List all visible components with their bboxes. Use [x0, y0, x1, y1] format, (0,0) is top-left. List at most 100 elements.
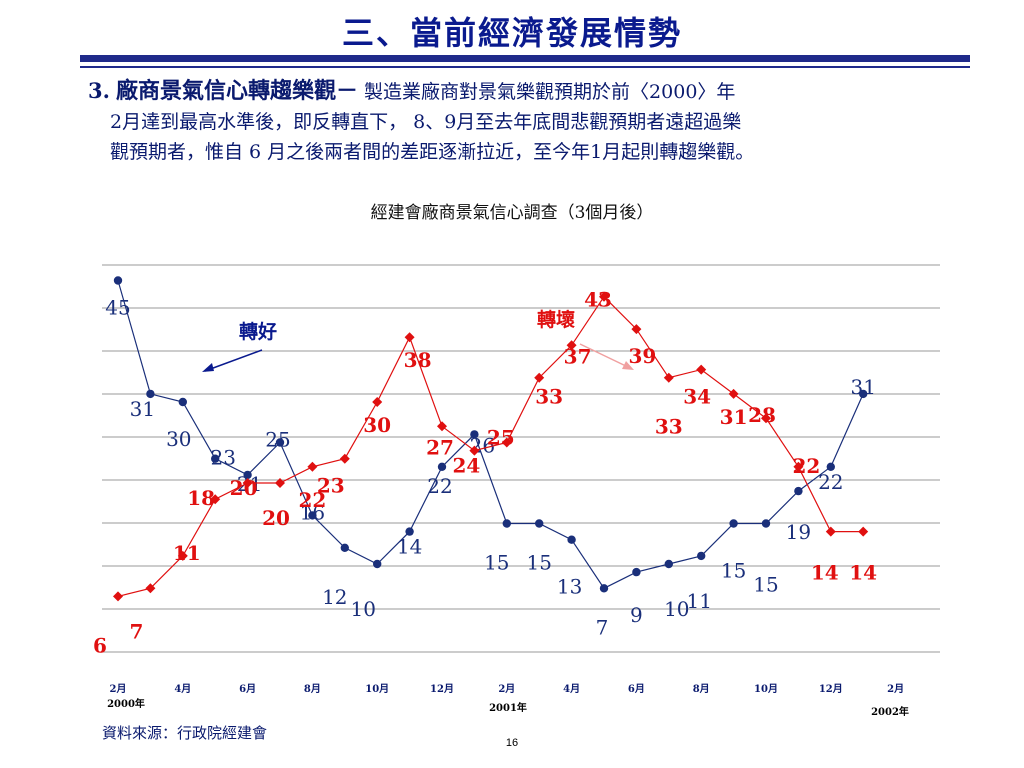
data-label: 27: [426, 435, 454, 459]
data-label: 25: [487, 426, 515, 450]
data-label: 15: [526, 551, 551, 575]
data-label: 22: [818, 470, 843, 494]
page-number: 16: [505, 737, 519, 749]
paragraph-heading: 廠商景氣信心轉趨樂觀－: [115, 79, 358, 104]
data-point: [632, 567, 641, 577]
year-label: 2001年: [489, 701, 527, 714]
paragraph-line-2: 2月達到最高水準後，即反轉直下， 8、9月至去年底間悲觀預期者遠超過樂: [110, 111, 742, 133]
data-label: 13: [557, 575, 582, 599]
data-label: 22: [792, 454, 820, 478]
data-label: 37: [564, 344, 592, 368]
summary-paragraph: 3. 廠商景氣信心轉趨樂觀－ 製造業廠商對景氣樂觀預期於前〈2000〉年 2月達…: [88, 76, 968, 167]
data-label: 9: [630, 603, 643, 627]
data-label: 33: [655, 415, 683, 439]
chart-title: 經建會廠商景氣信心調查（3個月後）: [370, 203, 654, 223]
data-label: 20: [262, 506, 290, 530]
data-point: [242, 478, 253, 488]
data-label: 14: [811, 561, 839, 585]
data-label: 19: [786, 520, 811, 544]
data-label: 28: [748, 403, 776, 427]
data-point: [404, 332, 415, 343]
data-label: 31: [720, 405, 748, 429]
data-point: [145, 583, 156, 594]
paragraph-number: 3.: [88, 78, 110, 103]
data-point: [340, 543, 349, 552]
data-point: [697, 551, 706, 561]
data-point: [664, 559, 673, 569]
data-label: 23: [317, 474, 345, 498]
data-point: [211, 454, 220, 463]
data-point: [308, 511, 317, 520]
data-point: [178, 397, 187, 407]
data-label: 30: [363, 413, 391, 437]
data-point: [631, 324, 642, 335]
data-point: [275, 438, 285, 447]
data-point: [502, 519, 511, 528]
x-tick-label: 6月: [239, 683, 256, 695]
data-label: 33: [535, 385, 563, 409]
data-point: [761, 519, 771, 528]
annotation-worsen: 轉壞: [537, 308, 575, 331]
x-tick-label: 4月: [174, 683, 191, 695]
data-point: [501, 437, 512, 448]
data-point: [599, 584, 609, 593]
year-label: 2002年: [871, 705, 909, 718]
data-point: [405, 527, 414, 536]
data-label: 15: [721, 559, 746, 583]
x-tick-label: 10月: [365, 683, 389, 695]
data-label: 25: [265, 428, 290, 452]
data-label: 31: [130, 397, 155, 421]
data-label: 30: [166, 427, 191, 451]
x-tick-label: 6月: [628, 683, 645, 695]
source-note: 資料來源：行政院經建會: [102, 724, 268, 742]
x-tick-label: 8月: [693, 683, 710, 695]
data-point: [858, 526, 869, 537]
data-label: 6: [93, 633, 107, 657]
data-label: 15: [753, 573, 778, 597]
data-label: 45: [105, 296, 130, 320]
data-label: 22: [427, 474, 452, 498]
data-point: [373, 559, 382, 569]
year-label: 2000年: [107, 697, 145, 710]
data-label: 38: [404, 348, 432, 372]
data-point: [339, 453, 350, 464]
data-point: [437, 421, 447, 432]
x-tick-label: 12月: [430, 683, 454, 695]
x-tick-label: 2月: [887, 683, 904, 695]
annotation-arrow-worsen: [579, 343, 631, 369]
series-line-blue: [117, 280, 864, 590]
data-point: [859, 389, 868, 399]
data-point: [372, 397, 383, 407]
data-point: [113, 591, 123, 602]
data-point: [535, 519, 544, 528]
data-point: [534, 372, 545, 383]
data-label: 24: [452, 454, 480, 478]
x-tick-label: 8月: [304, 683, 321, 695]
annotation-arrowhead-worsen: [622, 361, 634, 370]
data-point: [177, 550, 188, 561]
page-title: 三、當前經濟發展情勢: [341, 14, 682, 52]
data-label: 10: [350, 597, 375, 621]
data-label: 7: [129, 619, 143, 643]
annotation-improve: 轉好: [239, 320, 277, 343]
x-tick-label: 10月: [754, 683, 778, 695]
data-label: 12: [322, 585, 347, 609]
x-tick-label: 4月: [563, 683, 580, 695]
data-point: [761, 413, 771, 424]
data-label: 43: [584, 288, 612, 312]
data-point: [469, 445, 480, 456]
data-label: 34: [683, 385, 711, 409]
x-tick-label: 2月: [498, 683, 515, 695]
data-point: [243, 470, 252, 480]
data-label: 16: [300, 500, 325, 524]
data-point: [275, 478, 285, 488]
x-tick-label: 2月: [110, 683, 127, 695]
data-label: 20: [230, 476, 258, 500]
data-point: [470, 430, 479, 439]
data-label: 11: [686, 589, 711, 613]
data-label: 22: [298, 488, 326, 512]
annotation-arrow-improve: [204, 349, 263, 372]
title-rule-thin: [80, 66, 970, 68]
annotation-arrowhead-improve: [202, 363, 214, 372]
